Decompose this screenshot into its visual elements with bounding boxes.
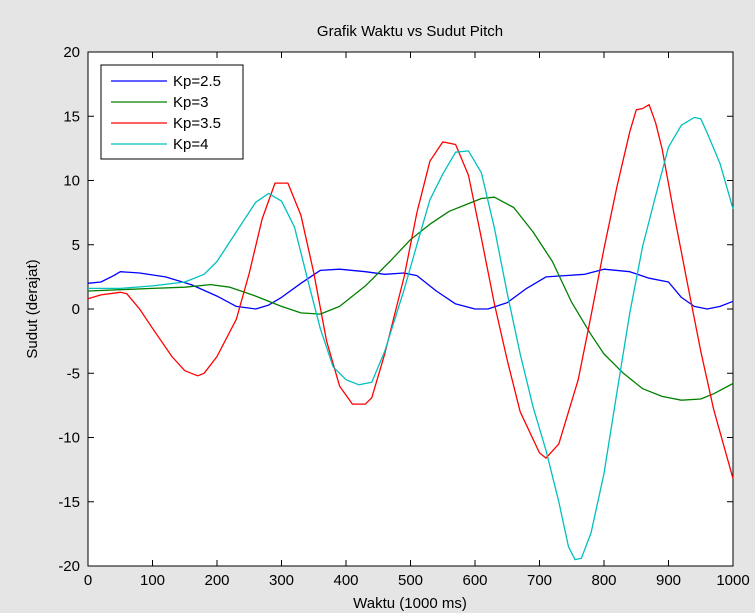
- x-tick-label: 600: [462, 572, 487, 589]
- legend: Kp=2.5 Kp=3 Kp=3.5 Kp=4: [101, 65, 243, 159]
- x-tick-label: 300: [269, 572, 294, 589]
- x-tick-label: 200: [204, 572, 229, 589]
- x-tick-label: 100: [140, 572, 165, 589]
- x-tick-label: 0: [84, 572, 92, 589]
- x-tick-label: 700: [527, 572, 552, 589]
- x-tick-label: 500: [398, 572, 423, 589]
- y-tick-label: 10: [63, 173, 80, 190]
- y-tick-label: -10: [58, 430, 80, 447]
- chart-title: Grafik Waktu vs Sudut Pitch: [317, 23, 503, 40]
- legend-label: Kp=2.5: [173, 73, 221, 90]
- y-tick-label: 5: [72, 237, 80, 254]
- legend-label: Kp=3: [173, 94, 208, 111]
- y-tick-label: -20: [58, 558, 80, 575]
- legend-label: Kp=3.5: [173, 115, 221, 132]
- x-tick-label: 400: [333, 572, 358, 589]
- y-axis-label: Sudut (derajat): [24, 259, 41, 358]
- y-tick-label: 0: [72, 301, 80, 318]
- legend-box: [101, 65, 243, 159]
- legend-label: Kp=4: [173, 136, 208, 153]
- x-tick-label: 1000: [716, 572, 749, 589]
- y-tick-label: 15: [63, 108, 80, 125]
- y-tick-label: 20: [63, 44, 80, 61]
- x-tick-label: 800: [591, 572, 616, 589]
- x-tick-label: 900: [656, 572, 681, 589]
- y-tick-label: -5: [67, 365, 80, 382]
- x-axis-label: Waktu (1000 ms): [353, 595, 467, 612]
- y-tick-label: -15: [58, 494, 80, 511]
